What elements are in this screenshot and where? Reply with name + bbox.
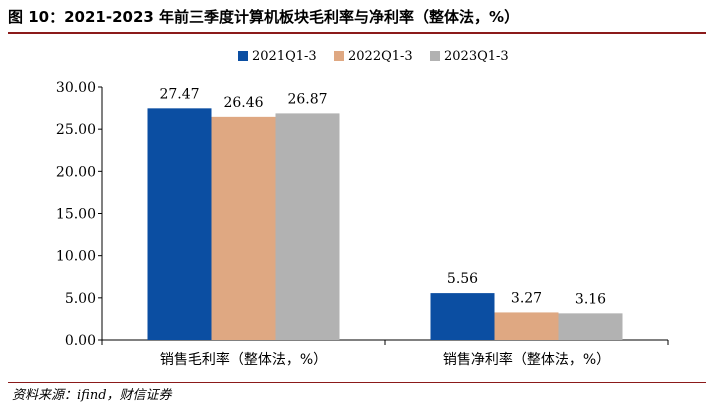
title-divider [8,32,706,34]
y-tick-label-25.00: 25.00 [56,122,96,138]
x-axis: 销售毛利率（整体法，%） 销售净利率（整体法，%） [101,339,669,368]
chart-legend: 2021Q1-3 2022Q1-3 2023Q1-3 [238,49,509,64]
data-label-2023Q1-3-1: 3.16 [575,291,606,307]
y-tick-label-10.00: 10.00 [56,249,96,265]
y-tick-label-20.00: 20.00 [56,164,96,180]
data-label-group: 27.47 26.46 26.87 5.56 3.27 3.16 [159,86,606,307]
data-label-2022Q1-3-1: 3.27 [511,290,542,306]
x-category-label-0: 销售毛利率（整体法，%） [160,351,327,368]
data-label-2021Q1-3-0: 27.47 [159,86,199,102]
legend-label-2023Q1-3: 2023Q1-3 [444,49,509,64]
data-label-2023Q1-3-0: 26.87 [287,91,327,107]
data-label-2021Q1-3-1: 5.56 [447,271,478,287]
y-tick-label-30.00: 30.00 [56,80,96,96]
bar-2021Q1-3-0 [147,108,212,340]
bar-series-group [147,108,623,340]
data-label-2022Q1-3-0: 26.46 [223,95,263,111]
legend-swatch-2023Q1-3 [430,51,440,61]
legend-label-2022Q1-3: 2022Q1-3 [348,49,413,64]
bar-chart: 2021Q1-3 2022Q1-3 2023Q1-3 0.00 5.00 10.00 15… [56,49,669,368]
legend-label-2021Q1-3: 2021Q1-3 [252,49,317,64]
y-tick-label-0.00: 0.00 [65,333,96,349]
x-category-label-1: 销售净利率（整体法，%） [443,351,610,368]
source-note: 资料来源：ifind，财信证券 [12,388,172,403]
bar-2021Q1-3-1 [430,293,495,340]
bar-2022Q1-3-0 [211,116,276,340]
legend-swatch-2021Q1-3 [238,51,248,61]
y-axis: 0.00 5.00 10.00 15.00 20.00 25.00 30.00 [56,80,103,349]
y-tick-label-5.00: 5.00 [65,291,96,307]
source-divider [8,382,706,383]
legend-swatch-2022Q1-3 [334,51,344,61]
bar-2023Q1-3-1 [558,313,623,340]
chart-title: 图 10：2021-2023 年前三季度计算机板块毛利率与净利率（整体法，%） [8,8,520,26]
y-tick-label-15.00: 15.00 [56,207,96,223]
bar-2023Q1-3-0 [275,113,340,340]
bar-2022Q1-3-1 [494,312,559,340]
